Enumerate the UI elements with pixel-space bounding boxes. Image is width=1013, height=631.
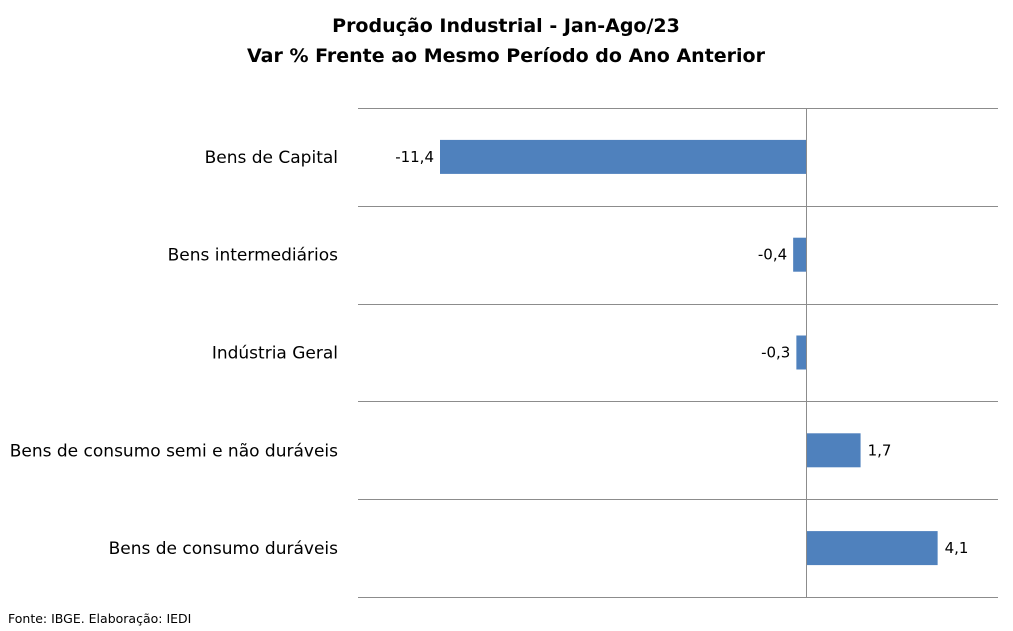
data-label: -11,4 <box>395 148 434 166</box>
bar <box>440 139 806 174</box>
category-label: Bens intermediários <box>168 246 339 266</box>
source-note: Fonte: IBGE. Elaboração: IEDI <box>8 611 192 626</box>
bar <box>806 433 861 468</box>
bar <box>793 237 806 272</box>
data-label: 1,7 <box>868 441 892 459</box>
category-label: Bens de consumo semi e não duráveis <box>10 441 338 461</box>
bar <box>806 531 938 566</box>
chart-subtitle: Var % Frente ao Mesmo Período do Ano Ant… <box>247 45 766 67</box>
chart-title: Produção Industrial - Jan-Ago/23 <box>332 15 680 37</box>
data-label: -0,3 <box>761 344 790 362</box>
category-label: Indústria Geral <box>212 344 338 364</box>
bar <box>796 335 806 370</box>
category-label: Bens de Capital <box>205 148 338 168</box>
data-label: -0,4 <box>758 246 787 264</box>
category-label: Bens de consumo duráveis <box>109 539 339 559</box>
data-label: 4,1 <box>945 539 969 557</box>
plot-area: -11,4 Bens de Capital -0,4 Bens intermediár… <box>10 108 998 598</box>
